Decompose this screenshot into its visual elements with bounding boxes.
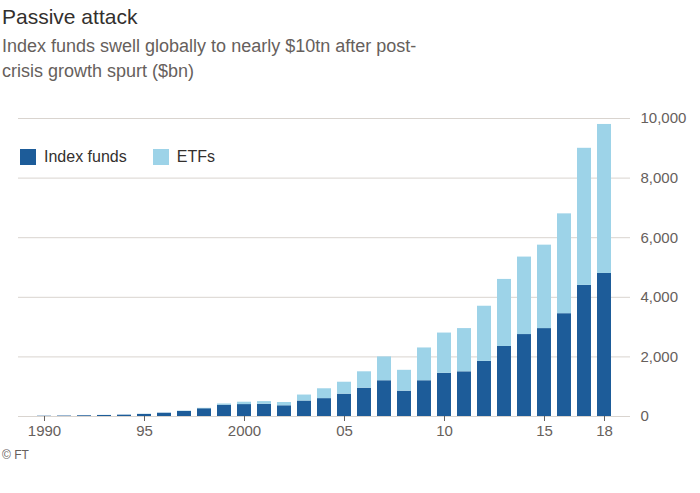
svg-text:15: 15 bbox=[536, 422, 553, 439]
svg-text:0: 0 bbox=[641, 407, 649, 424]
svg-text:2,000: 2,000 bbox=[641, 348, 679, 365]
html-text:© FT: © FT bbox=[2, 448, 29, 462]
html-text:Index funds swell globally to: Index funds swell globally to nearly $10… bbox=[2, 36, 417, 81]
svg-text:6,000: 6,000 bbox=[641, 229, 679, 246]
svg-text:2000: 2000 bbox=[228, 422, 261, 439]
svg-text:8,000: 8,000 bbox=[641, 169, 679, 186]
svg-text:95: 95 bbox=[136, 422, 153, 439]
svg-text:1990: 1990 bbox=[28, 422, 61, 439]
html-text:ETFs: ETFs bbox=[176, 148, 215, 165]
svg-text:18: 18 bbox=[596, 422, 613, 439]
svg-text:10,000: 10,000 bbox=[641, 109, 687, 126]
html-text:Index funds: Index funds bbox=[44, 148, 127, 165]
svg-text:05: 05 bbox=[336, 422, 353, 439]
html-text:Passive attack: Passive attack bbox=[2, 5, 138, 28]
svg-text:4,000: 4,000 bbox=[641, 288, 679, 305]
svg-text:10: 10 bbox=[436, 422, 453, 439]
